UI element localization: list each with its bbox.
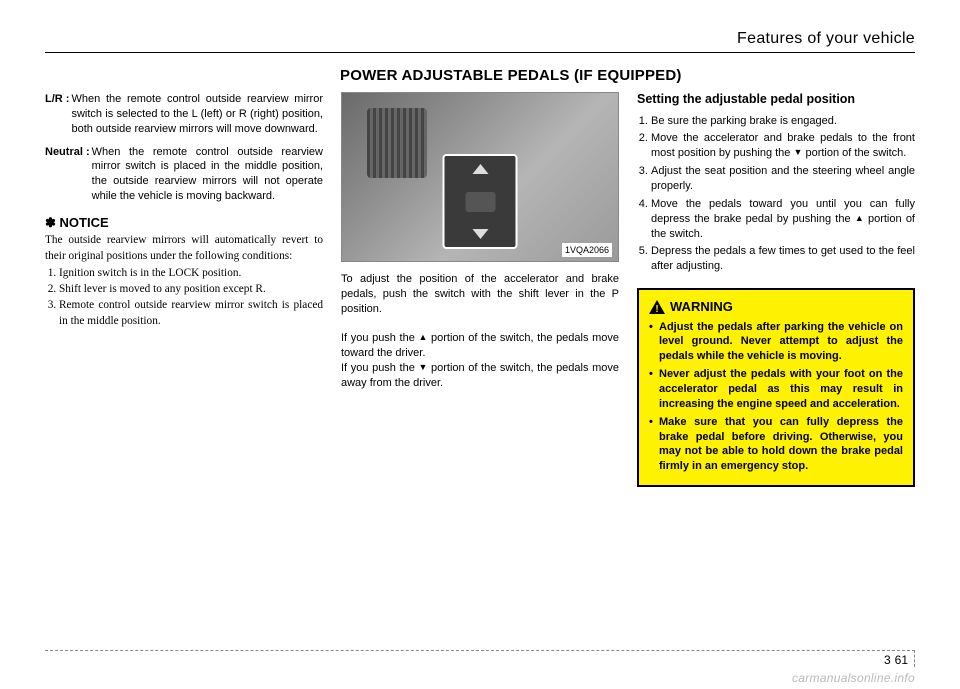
watermark: carmanualsonline.info bbox=[792, 671, 915, 685]
pedal-switch-inset bbox=[443, 154, 518, 249]
column-middle: 1VQA2066 To adjust the position of the a… bbox=[341, 92, 619, 487]
figure-label: 1VQA2066 bbox=[562, 243, 612, 257]
notice-item: Remote control outside rearview mirror s… bbox=[59, 298, 323, 329]
step-item: Be sure the parking brake is engaged. bbox=[651, 114, 915, 129]
notice-intro: The outside rearview mirrors will automa… bbox=[45, 233, 323, 264]
step-item: Depress the pedals a few times to get us… bbox=[651, 244, 915, 274]
step-item: Move the pedals toward you until you can… bbox=[651, 197, 915, 242]
header-rule: Features of your vehicle bbox=[45, 30, 915, 53]
def-label-lr: L/R bbox=[45, 93, 63, 105]
notice-marker: ✽ bbox=[45, 215, 56, 230]
def-body-neutral: When the remote control outside rearview… bbox=[92, 145, 323, 204]
def-body-lr: When the remote control outside rearview… bbox=[71, 92, 323, 137]
warning-box: ! WARNING Adjust the pedals after parkin… bbox=[637, 288, 915, 487]
notice-heading: ✽ NOTICE bbox=[45, 214, 323, 232]
column-left: L/R : When the remote control outside re… bbox=[45, 92, 323, 487]
switch-up-icon bbox=[472, 164, 488, 174]
step-item: Adjust the seat position and the steerin… bbox=[651, 164, 915, 194]
warning-item: Make sure that you can fully depress the… bbox=[649, 415, 903, 474]
footer-page-number: 3 61 bbox=[45, 650, 915, 667]
svg-text:!: ! bbox=[655, 304, 658, 314]
def-label-neutral: Neutral bbox=[45, 146, 83, 158]
text-fragment: If you push the bbox=[341, 332, 418, 344]
def-sep: : bbox=[66, 93, 70, 105]
text-fragment: If you push the bbox=[341, 362, 418, 374]
definition-neutral: Neutral : When the remote control outsid… bbox=[45, 145, 323, 204]
pedal-switch-photo: 1VQA2066 bbox=[341, 92, 619, 262]
triangle-up-glyph: ▲ bbox=[855, 212, 864, 224]
figure-caption: To adjust the position of the accelerato… bbox=[341, 272, 619, 317]
push-up-text: If you push the ▲ portion of the switch,… bbox=[341, 331, 619, 361]
setting-heading: Setting the adjustable pedal position bbox=[637, 92, 915, 108]
notice-item: Shift lever is moved to any position exc… bbox=[59, 282, 323, 297]
main-heading: POWER ADJUSTABLE PEDALS (IF EQUIPPED) bbox=[340, 67, 915, 84]
pedal-icon bbox=[465, 192, 495, 212]
notice-title: NOTICE bbox=[60, 215, 109, 230]
section-title: Features of your vehicle bbox=[737, 30, 915, 47]
warning-item: Adjust the pedals after parking the vehi… bbox=[649, 320, 903, 365]
step-item: Move the accelerator and brake pedals to… bbox=[651, 131, 915, 161]
warning-triangle-icon: ! bbox=[649, 300, 665, 314]
warning-title: WARNING bbox=[670, 298, 733, 316]
steps-list: Be sure the parking brake is engaged. Mo… bbox=[637, 114, 915, 274]
notice-body: The outside rearview mirrors will automa… bbox=[45, 233, 323, 329]
push-down-text: If you push the ▼ portion of the switch,… bbox=[341, 361, 619, 391]
def-sep: : bbox=[86, 146, 90, 158]
column-right: Setting the adjustable pedal position Be… bbox=[637, 92, 915, 487]
notice-item: Ignition switch is in the LOCK position. bbox=[59, 266, 323, 281]
warning-item: Never adjust the pedals with your foot o… bbox=[649, 367, 903, 412]
warning-heading: ! WARNING bbox=[649, 298, 903, 316]
definition-lr: L/R : When the remote control outside re… bbox=[45, 92, 323, 137]
switch-down-icon bbox=[472, 229, 488, 239]
dashboard-vent-graphic bbox=[367, 108, 427, 178]
chapter-number: 3 bbox=[884, 653, 891, 667]
page-number: 61 bbox=[895, 653, 908, 667]
text-fragment: portion of the switch. bbox=[802, 147, 906, 159]
